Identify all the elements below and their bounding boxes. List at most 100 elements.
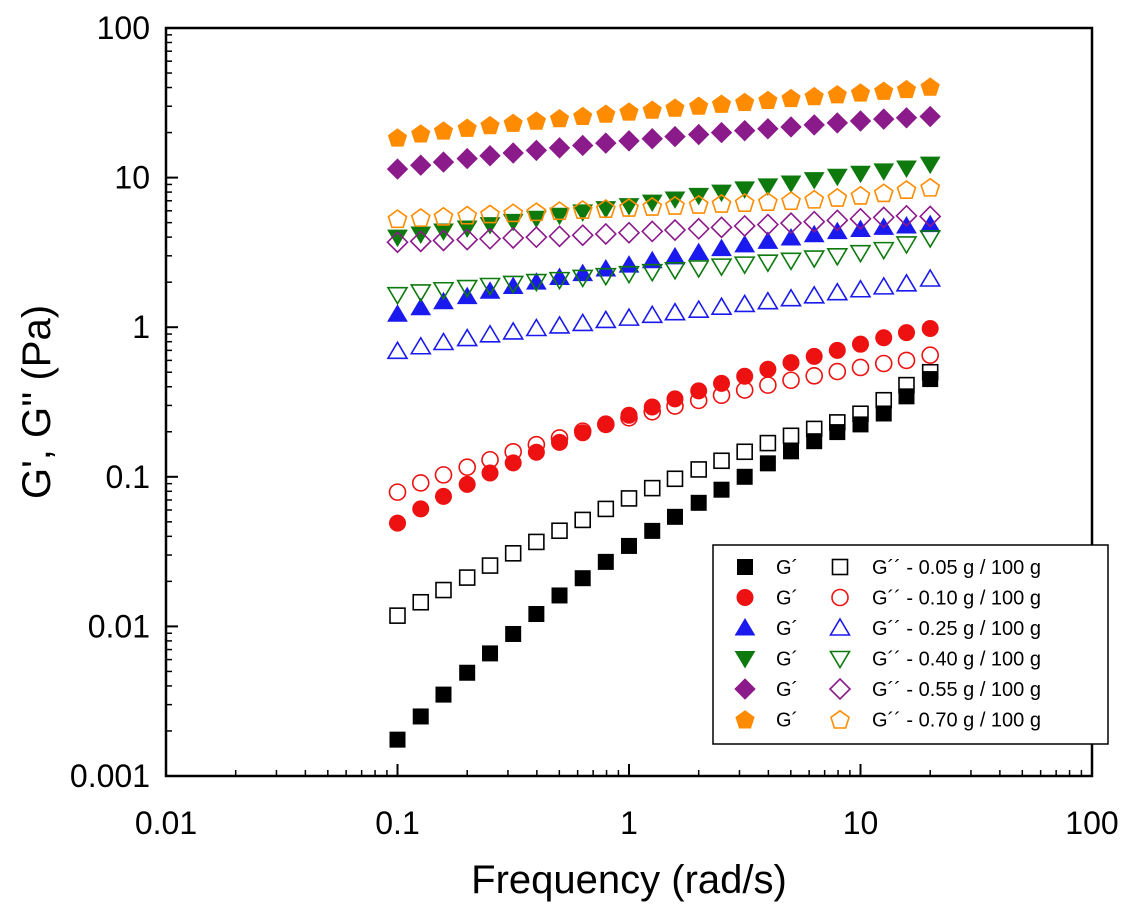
data-point bbox=[386, 286, 409, 306]
data-point bbox=[525, 210, 547, 229]
data-point bbox=[711, 238, 732, 257]
x-tick-label: 10 bbox=[843, 805, 879, 841]
data-point bbox=[783, 443, 800, 460]
data-point bbox=[551, 433, 569, 451]
data-point bbox=[573, 422, 592, 440]
data-point bbox=[756, 254, 779, 273]
data-point bbox=[710, 258, 733, 277]
data-point bbox=[759, 455, 776, 472]
data-point bbox=[759, 360, 777, 378]
data-point bbox=[897, 351, 916, 370]
x-tick-label: 1 bbox=[620, 805, 638, 841]
data-point bbox=[551, 587, 568, 604]
data-point bbox=[620, 408, 638, 427]
data-point bbox=[895, 107, 918, 129]
data-point bbox=[687, 299, 710, 318]
data-point bbox=[666, 397, 684, 415]
y-tick-label: 0.001 bbox=[70, 758, 150, 794]
data-point bbox=[895, 236, 918, 255]
data-point bbox=[713, 481, 730, 498]
data-point bbox=[665, 98, 685, 117]
data-point bbox=[896, 79, 917, 99]
data-point bbox=[689, 391, 708, 410]
data-point bbox=[759, 434, 777, 452]
data-point bbox=[387, 304, 408, 322]
data-point bbox=[806, 433, 823, 450]
data-point bbox=[827, 85, 847, 104]
data-point bbox=[663, 218, 687, 242]
y-tick-label: 100 bbox=[97, 10, 150, 46]
data-point bbox=[827, 187, 848, 207]
data-point bbox=[898, 376, 915, 394]
data-point bbox=[756, 291, 779, 310]
data-point bbox=[479, 217, 501, 235]
data-point bbox=[621, 537, 637, 554]
legend-label-filled: G´ bbox=[776, 557, 798, 579]
data-point bbox=[736, 443, 753, 461]
data-point bbox=[503, 113, 523, 132]
data-point bbox=[481, 557, 499, 574]
data-point bbox=[572, 200, 593, 219]
data-point bbox=[412, 593, 430, 611]
data-point bbox=[734, 234, 756, 253]
y-axis-title: G', G'' (Pa) bbox=[15, 305, 59, 499]
data-point bbox=[549, 201, 570, 221]
data-point bbox=[689, 96, 709, 115]
data-point bbox=[687, 260, 710, 279]
data-point bbox=[875, 329, 893, 347]
legend-marker-open bbox=[829, 650, 851, 670]
data-point bbox=[642, 100, 662, 119]
data-point bbox=[849, 207, 872, 230]
data-point bbox=[641, 250, 663, 269]
data-point bbox=[433, 223, 454, 241]
data-point bbox=[548, 137, 571, 159]
data-point bbox=[919, 230, 942, 249]
legend: G´ G´´ - 0.05 g / 100 g G´ G´´ - 0.10 g / 1… bbox=[712, 544, 1109, 745]
legend-marker-open bbox=[829, 617, 851, 636]
data-point bbox=[550, 429, 569, 447]
y-tick-label: 10 bbox=[114, 160, 150, 196]
data-point bbox=[826, 248, 849, 267]
data-point bbox=[618, 307, 640, 326]
legend-label-open: G´´ - 0.55 g / 100 g bbox=[872, 679, 1041, 701]
series-8-storage-modulus bbox=[386, 105, 941, 180]
data-point bbox=[736, 367, 754, 385]
data-point bbox=[528, 606, 545, 623]
data-point bbox=[852, 405, 869, 423]
legend-label-filled: G´ bbox=[776, 679, 798, 701]
data-point bbox=[690, 382, 708, 400]
data-point bbox=[572, 263, 594, 282]
data-point bbox=[643, 402, 662, 421]
data-points bbox=[386, 77, 942, 748]
data-point bbox=[458, 475, 476, 493]
legend-label-filled: G´ bbox=[776, 618, 798, 640]
data-point bbox=[826, 282, 849, 301]
data-point bbox=[617, 221, 641, 244]
data-point bbox=[410, 207, 431, 227]
data-point bbox=[733, 119, 756, 142]
series-10-storage-modulus bbox=[387, 77, 940, 147]
data-point bbox=[594, 309, 617, 329]
legend-marker-filled bbox=[734, 651, 756, 669]
data-point bbox=[386, 158, 409, 180]
data-point bbox=[504, 545, 522, 562]
data-point bbox=[574, 570, 591, 587]
series-1-loss-modulus bbox=[389, 363, 939, 624]
data-point bbox=[502, 275, 525, 295]
data-point bbox=[736, 468, 753, 485]
data-point bbox=[434, 466, 453, 484]
data-point bbox=[852, 416, 869, 433]
data-point bbox=[502, 142, 524, 164]
data-point bbox=[389, 731, 406, 748]
legend-label-filled: G´ bbox=[776, 649, 798, 671]
data-point bbox=[921, 320, 939, 338]
data-point bbox=[850, 185, 871, 205]
data-point bbox=[526, 202, 547, 222]
series-5-loss-modulus bbox=[386, 268, 942, 360]
data-point bbox=[644, 522, 661, 539]
data-point bbox=[666, 508, 683, 525]
legend-marker-open bbox=[830, 709, 850, 729]
data-point bbox=[850, 83, 871, 102]
data-point bbox=[432, 151, 455, 173]
data-point bbox=[804, 189, 825, 209]
